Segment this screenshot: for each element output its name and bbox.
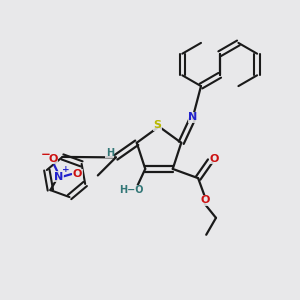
Text: O: O xyxy=(209,154,218,164)
Text: H−O: H−O xyxy=(120,185,144,195)
Text: S: S xyxy=(154,120,161,130)
Text: O: O xyxy=(200,195,209,205)
Text: O: O xyxy=(73,169,82,179)
Text: O: O xyxy=(48,154,58,164)
Text: N: N xyxy=(54,172,63,182)
Text: N: N xyxy=(188,112,198,122)
Text: +: + xyxy=(61,165,69,174)
Text: −: − xyxy=(41,148,51,161)
Text: H: H xyxy=(106,148,114,158)
